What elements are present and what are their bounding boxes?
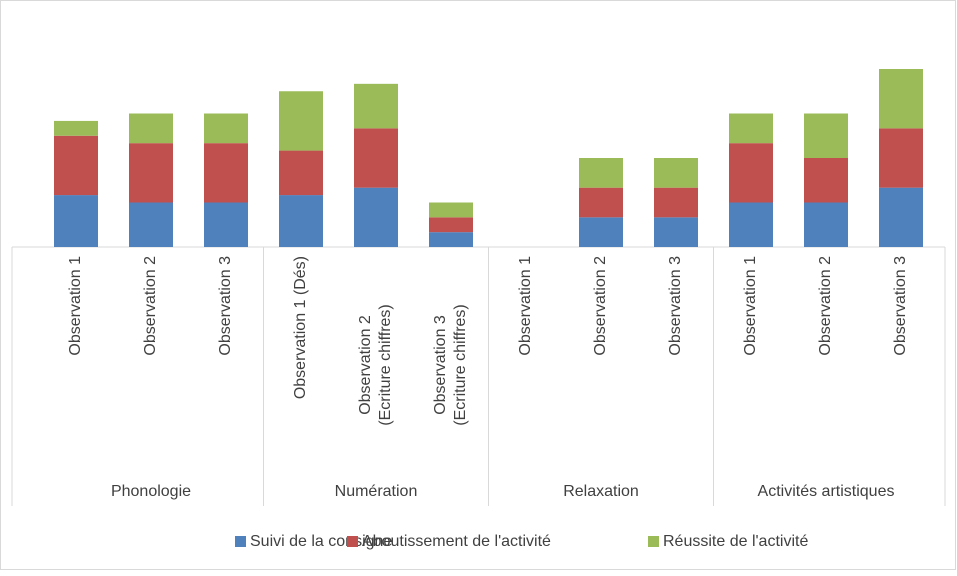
group-label: Relaxation [563, 483, 639, 500]
x-tick-label: Observation 2 [817, 256, 834, 356]
x-tick-label: Observation 1 (Dés) [292, 256, 309, 399]
legend-label: Aboutissement de l'activité [362, 533, 551, 550]
bar-segment [279, 150, 323, 196]
bar-segment [579, 217, 623, 247]
x-tick-label: Observation 1 [517, 256, 534, 356]
bar-segment [804, 202, 848, 247]
bar-segment [204, 113, 248, 144]
x-tick-label: Observation 2 [592, 256, 609, 356]
bar-segment [354, 128, 398, 188]
group-label: Activités artistiques [758, 483, 895, 500]
bar-segment [129, 143, 173, 203]
bar-segment [729, 143, 773, 203]
bar-segment [279, 195, 323, 247]
bar-segment [729, 202, 773, 247]
bar-segment [879, 128, 923, 188]
bar-segment [429, 202, 473, 218]
bar-segment [129, 202, 173, 247]
bar-segment [204, 143, 248, 203]
bar-segment [279, 91, 323, 151]
bar-segment [879, 69, 923, 129]
bar-segment [654, 217, 698, 247]
legend-label: Réussite de l'activité [663, 533, 808, 550]
x-tick-label: Observation 3 [892, 256, 909, 356]
bar-segment [804, 158, 848, 203]
group-label: Phonologie [111, 483, 191, 500]
bar-segment [579, 187, 623, 218]
legend-swatch [347, 536, 358, 547]
bar-segment [729, 113, 773, 144]
bar-segment [354, 187, 398, 247]
legend-swatch [648, 536, 659, 547]
bar-segment [654, 187, 698, 218]
bar-segment [204, 202, 248, 247]
x-tick-label: Observation 3 [217, 256, 234, 356]
bar-segment [429, 232, 473, 247]
x-tick-label: Observation 2 [357, 315, 374, 415]
x-tick-label: Observation 2 [142, 256, 159, 356]
bar-segment [54, 120, 98, 136]
x-tick-label: Observation 1 [67, 256, 84, 356]
x-tick-label: (Ecriture chiffres) [452, 304, 469, 426]
legend-swatch [235, 536, 246, 547]
bar-segment [654, 158, 698, 188]
bar-segment [804, 113, 848, 158]
bar-segment [54, 135, 98, 196]
x-tick-label: (Ecriture chiffres) [377, 304, 394, 426]
bar-segment [129, 113, 173, 144]
bar-segment [354, 83, 398, 129]
bar-segment [579, 158, 623, 188]
bar-segment [879, 187, 923, 247]
x-tick-label: Observation 3 [432, 315, 449, 415]
bar-segment [429, 217, 473, 233]
x-tick-label: Observation 1 [742, 256, 759, 356]
group-label: Numération [335, 483, 418, 500]
x-tick-label: Observation 3 [667, 256, 684, 356]
bar-segment [54, 195, 98, 247]
